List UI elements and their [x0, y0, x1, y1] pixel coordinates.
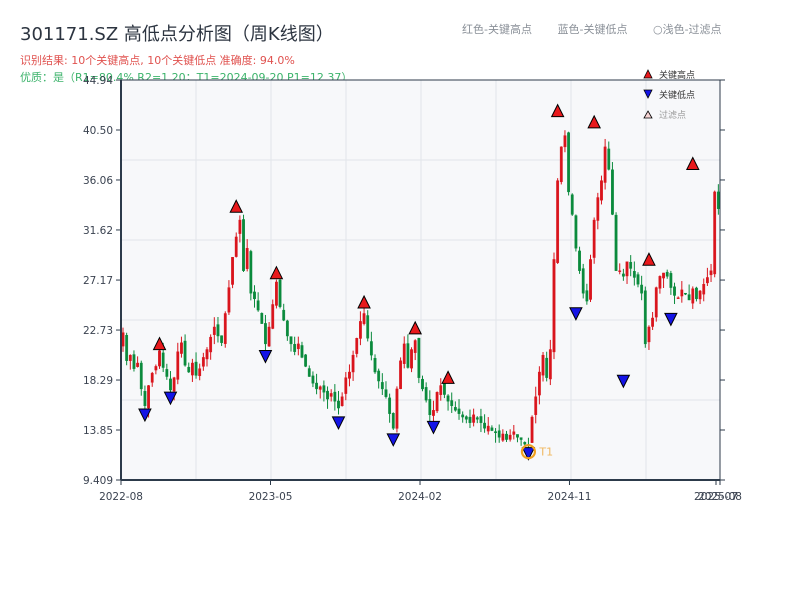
x-axis-ticks: 2022-08 2023-05 2024-02 2024-11 2025-072025-…	[99, 480, 742, 503]
light-triangle-up-icon	[643, 110, 653, 119]
key-high-marker	[229, 199, 244, 213]
key-low-marker	[616, 374, 631, 389]
x-tick-label: 2024-11	[548, 491, 592, 503]
legend-item-key-high: 关键高点	[643, 64, 695, 84]
legend-label: 关键低点	[659, 90, 696, 101]
legend-item-filtered: 过滤点	[643, 104, 695, 124]
x-tick-label: 2022-08	[99, 491, 143, 503]
legend-label: 关键高点	[659, 70, 696, 81]
x-tick-label: 2024-02	[398, 491, 442, 503]
y-tick-label: 36.06	[83, 175, 113, 187]
y-tick-label: 22.73	[83, 325, 113, 337]
key-high-marker	[642, 252, 656, 266]
y-tick-label: 9.409	[83, 475, 113, 487]
y-tick-label: 31.62	[83, 225, 113, 237]
recognition-result-text: 识别结果: 10个关键高点, 10个关键低点 准确度: 94.0%	[20, 54, 295, 67]
key-low-marker	[258, 350, 273, 364]
t1-circle	[520, 444, 537, 460]
chart-title: 301171.SZ 高低点分析图（周K线图）	[20, 24, 334, 45]
key-high-marker	[685, 156, 700, 171]
key-low-marker	[426, 420, 441, 435]
x-tick-label: 2025-08	[698, 491, 742, 503]
key-high-marker	[152, 336, 167, 351]
y-tick-label: 13.85	[83, 425, 113, 437]
key-low-marker	[521, 447, 536, 461]
y-tick-label: 44.94	[83, 75, 113, 87]
x-tick-label: 2025-07	[694, 491, 738, 503]
light-filtered-label: ○浅色-过滤点	[652, 23, 722, 36]
key-high-marker	[408, 320, 423, 335]
key-low-marker	[386, 433, 401, 447]
blue-triangle-down-icon	[643, 89, 653, 99]
candles	[121, 130, 720, 455]
key-high-marker	[357, 294, 371, 309]
key-high-marker	[269, 265, 284, 280]
y-tick-label: 27.17	[83, 275, 113, 287]
marker-legend: 关键高点 关键低点 过滤点	[643, 64, 695, 124]
y-axis-ticks: 44.94 40.50 36.06 31.62 27.17 22.73 18.29 13.85…	[83, 75, 725, 487]
key-high-marker	[587, 114, 601, 129]
key-low-marker	[163, 391, 178, 406]
legend-item-key-low: 关键低点	[643, 84, 695, 104]
key-low-marker	[664, 312, 678, 327]
red-key-high-label: 红色-关键高点	[462, 23, 532, 36]
grid-lines	[121, 80, 720, 480]
key-high-marker	[441, 370, 455, 384]
key-high-marker	[550, 103, 565, 118]
y-tick-label: 40.50	[83, 125, 113, 137]
x-tick-label: 2023-05	[249, 491, 293, 503]
key-low-marker	[331, 416, 346, 431]
key-low-marker	[569, 307, 583, 321]
color-key-legend: 红色-关键高点 蓝色-关键低点 ○浅色-过滤点	[462, 21, 722, 37]
legend-label: 过滤点	[659, 110, 687, 121]
red-triangle-up-icon	[643, 69, 653, 79]
key-point-markers: T1	[138, 103, 700, 461]
y-tick-label: 18.29	[83, 375, 113, 387]
key-low-marker	[138, 408, 152, 423]
t1-label: T1	[538, 446, 553, 459]
blue-key-low-label: 蓝色-关键低点	[557, 23, 628, 36]
